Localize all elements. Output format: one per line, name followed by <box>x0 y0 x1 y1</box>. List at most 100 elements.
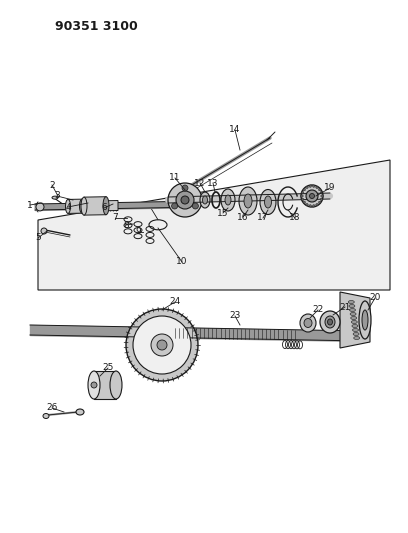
Circle shape <box>303 188 306 191</box>
Ellipse shape <box>126 309 198 381</box>
Text: 14: 14 <box>229 125 241 134</box>
Circle shape <box>302 191 304 194</box>
Text: 26: 26 <box>47 403 58 413</box>
Circle shape <box>193 203 198 209</box>
Ellipse shape <box>202 196 208 204</box>
Ellipse shape <box>350 309 355 311</box>
Ellipse shape <box>168 183 202 217</box>
Ellipse shape <box>200 192 210 208</box>
Circle shape <box>316 204 318 206</box>
Polygon shape <box>107 200 118 211</box>
Ellipse shape <box>362 310 368 330</box>
Text: 10: 10 <box>176 257 188 266</box>
Text: 15: 15 <box>217 208 229 217</box>
Text: 7: 7 <box>112 214 118 222</box>
Ellipse shape <box>76 409 84 415</box>
Ellipse shape <box>351 320 357 324</box>
Ellipse shape <box>310 193 315 198</box>
Circle shape <box>313 205 315 207</box>
Circle shape <box>302 198 304 200</box>
Text: 8: 8 <box>123 221 129 230</box>
Circle shape <box>303 201 306 204</box>
Text: 9: 9 <box>135 228 141 237</box>
Ellipse shape <box>264 196 271 208</box>
Text: 25: 25 <box>102 364 114 373</box>
Ellipse shape <box>320 311 340 333</box>
Text: 5: 5 <box>35 233 41 243</box>
Ellipse shape <box>300 314 316 332</box>
Ellipse shape <box>151 334 173 356</box>
Circle shape <box>320 191 323 194</box>
Ellipse shape <box>306 190 318 202</box>
Circle shape <box>321 195 323 197</box>
Text: 12: 12 <box>194 179 206 188</box>
Circle shape <box>320 198 323 200</box>
Ellipse shape <box>359 301 371 339</box>
Ellipse shape <box>260 190 276 214</box>
Text: 1: 1 <box>27 200 33 209</box>
Ellipse shape <box>157 340 167 350</box>
Text: 24: 24 <box>169 297 181 306</box>
Text: 22: 22 <box>313 305 324 314</box>
Text: 23: 23 <box>229 311 241 320</box>
Ellipse shape <box>353 328 359 332</box>
Ellipse shape <box>304 319 312 327</box>
Ellipse shape <box>66 199 71 213</box>
Ellipse shape <box>239 187 257 215</box>
Text: 17: 17 <box>257 214 269 222</box>
Ellipse shape <box>350 312 356 316</box>
Text: 20: 20 <box>369 294 381 303</box>
Text: 19: 19 <box>324 183 336 192</box>
Circle shape <box>319 201 321 204</box>
Ellipse shape <box>81 197 87 215</box>
Circle shape <box>182 185 188 191</box>
Text: 3: 3 <box>54 191 60 200</box>
Ellipse shape <box>43 414 49 418</box>
Text: 90351 3100: 90351 3100 <box>55 20 138 33</box>
Text: 21: 21 <box>339 303 351 311</box>
Polygon shape <box>94 371 116 399</box>
Text: 6: 6 <box>101 204 107 213</box>
Ellipse shape <box>88 371 100 399</box>
Ellipse shape <box>352 325 358 327</box>
Ellipse shape <box>301 185 323 207</box>
Ellipse shape <box>181 196 189 204</box>
Text: 4: 4 <box>65 203 71 212</box>
Ellipse shape <box>349 304 355 308</box>
Ellipse shape <box>328 319 333 325</box>
Circle shape <box>36 203 44 211</box>
Circle shape <box>309 205 311 207</box>
Text: 2: 2 <box>49 181 55 190</box>
Ellipse shape <box>103 197 109 215</box>
Text: 18: 18 <box>289 214 301 222</box>
Circle shape <box>91 382 97 388</box>
Text: 11: 11 <box>169 174 181 182</box>
Circle shape <box>41 228 47 234</box>
Circle shape <box>313 185 315 188</box>
Ellipse shape <box>348 301 354 303</box>
Circle shape <box>309 185 311 188</box>
Ellipse shape <box>351 317 357 319</box>
Text: 13: 13 <box>207 179 219 188</box>
Circle shape <box>306 186 308 189</box>
Polygon shape <box>38 160 390 290</box>
Circle shape <box>319 188 321 191</box>
Ellipse shape <box>244 194 252 208</box>
Ellipse shape <box>354 336 360 340</box>
Ellipse shape <box>325 316 335 328</box>
Ellipse shape <box>133 316 191 374</box>
Ellipse shape <box>353 333 359 335</box>
Ellipse shape <box>176 191 194 209</box>
Ellipse shape <box>52 196 58 199</box>
Ellipse shape <box>110 371 122 399</box>
Ellipse shape <box>221 189 235 211</box>
Polygon shape <box>340 292 370 348</box>
Circle shape <box>172 203 177 209</box>
Circle shape <box>301 195 303 197</box>
Circle shape <box>316 186 318 189</box>
Polygon shape <box>68 199 82 213</box>
Ellipse shape <box>80 199 84 213</box>
Polygon shape <box>84 197 106 215</box>
Text: 16: 16 <box>237 213 249 222</box>
Ellipse shape <box>225 195 231 205</box>
